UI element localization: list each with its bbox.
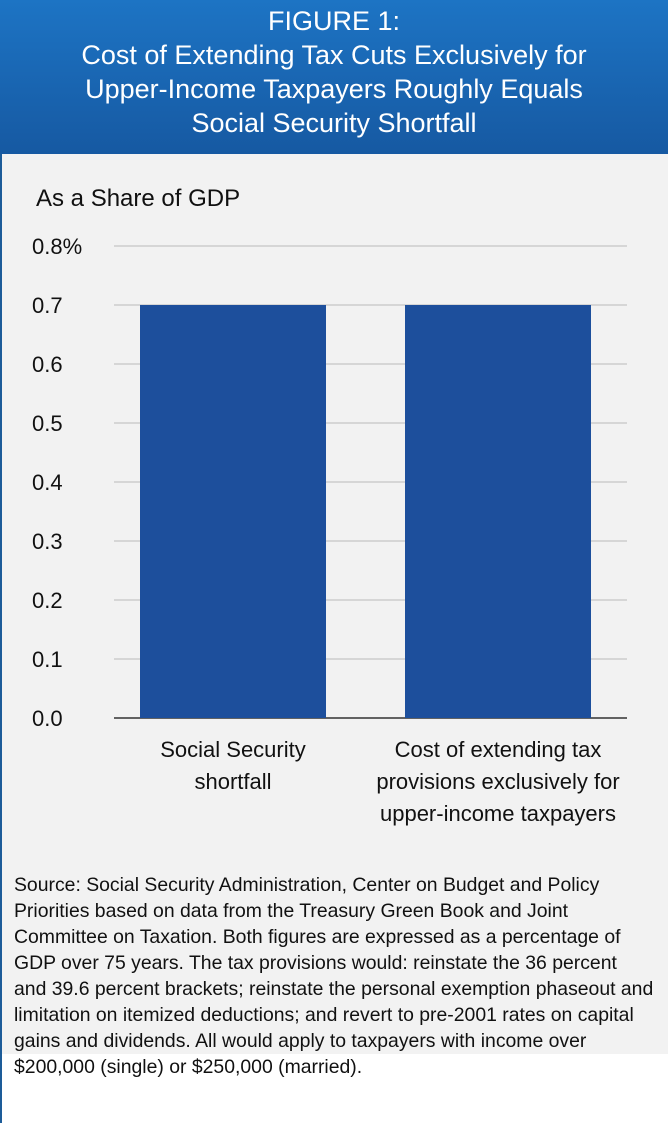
figure-header: FIGURE 1: Cost of Extending Tax Cuts Exc… xyxy=(0,0,668,154)
x-category-label: Cost of extending tax xyxy=(395,737,602,762)
y-tick-label: 0.7 xyxy=(32,293,63,318)
figure-title-line-3: Social Security Shortfall xyxy=(191,108,477,138)
x-category-label: Social Security xyxy=(160,737,306,762)
y-tick-label: 0.1 xyxy=(32,647,63,672)
y-tick-label: 0.0 xyxy=(32,706,63,731)
figure-label: FIGURE 1: xyxy=(267,6,401,36)
figure-title-line-2: Upper-Income Taxpayers Roughly Equals xyxy=(85,74,583,104)
x-category-label: upper-income taxpayers xyxy=(380,801,616,826)
y-tick-label: 0.8% xyxy=(32,234,82,259)
bar xyxy=(405,305,591,718)
y-tick-label: 0.4 xyxy=(32,470,63,495)
y-tick-label: 0.5 xyxy=(32,411,63,436)
figure-title-line-1: Cost of Extending Tax Cuts Exclusively f… xyxy=(81,40,587,70)
chart-subtitle: As a Share of GDP xyxy=(36,185,240,212)
source-note: Source: Social Security Administration, … xyxy=(14,874,654,1078)
x-category-label: provisions exclusively for xyxy=(376,769,619,794)
x-category-label: shortfall xyxy=(194,769,271,794)
bar xyxy=(140,305,326,718)
chart-panel: As a Share of GDP 0.0 0.1 0.2 0.3 0.4 0.5 0.6 0.… xyxy=(2,154,668,1054)
bar-chart: As a Share of GDP 0.0 0.1 0.2 0.3 0.4 0.5 0.6 0.… xyxy=(32,185,627,826)
y-tick-label: 0.6 xyxy=(32,352,63,377)
y-tick-label: 0.3 xyxy=(32,529,63,554)
y-tick-label: 0.2 xyxy=(32,588,63,613)
